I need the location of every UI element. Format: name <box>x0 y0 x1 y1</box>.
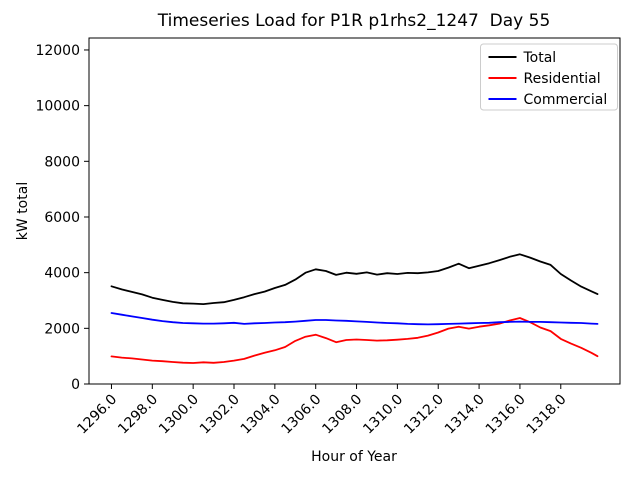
y-tick-label: 12000 <box>35 43 80 59</box>
series-line-residential <box>110 317 599 364</box>
legend-box <box>480 43 618 111</box>
y-tick-label: 6000 <box>44 210 80 226</box>
legend-label-total: Total <box>523 50 557 66</box>
y-tick-label: 0 <box>71 377 80 393</box>
y-axis-label: kW total <box>15 182 31 240</box>
x-axis-label: Hour of Year <box>311 449 397 465</box>
series-line-total <box>110 253 599 306</box>
y-tick-label: 2000 <box>44 321 80 337</box>
legend-label-commercial: Commercial <box>524 92 608 108</box>
chart-title: Timeseries Load for P1R p1rhs2_1247 Day … <box>157 11 551 31</box>
axes-frame <box>88 37 621 385</box>
y-tick-label: 10000 <box>35 99 80 115</box>
legend-label-residential: Residential <box>524 71 601 87</box>
legend: Total Residential Commercial <box>480 43 618 111</box>
y-tick-label: 8000 <box>44 154 80 170</box>
y-tick-label: 4000 <box>44 266 80 282</box>
series-line-commercial <box>110 312 599 326</box>
